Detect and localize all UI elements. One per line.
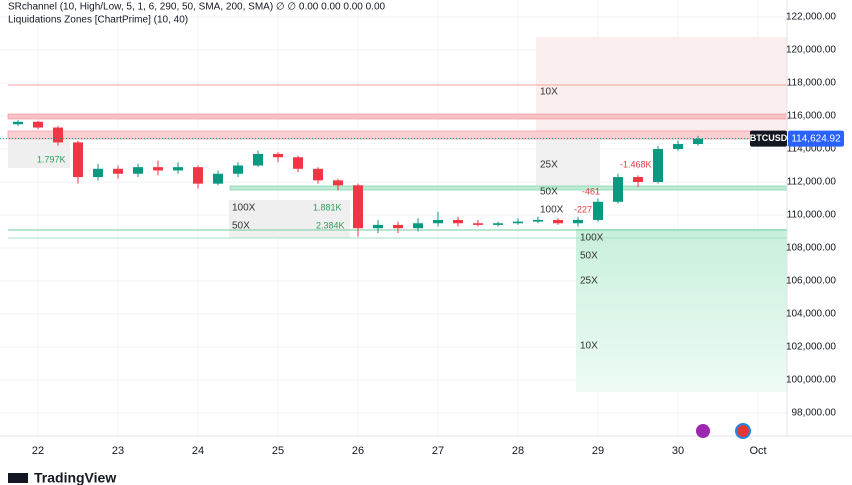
zone-band <box>7 130 788 140</box>
zone-value: -227 <box>574 204 592 214</box>
zone-band <box>229 185 788 191</box>
x-tick-label: 28 <box>512 445 524 457</box>
candle-body <box>113 168 123 174</box>
x-tick-label: 30 <box>672 445 684 457</box>
candle-body <box>93 168 103 178</box>
y-tick-label: 118,000.00 <box>787 78 837 89</box>
candle-body <box>433 219 443 224</box>
zone-value: -461 <box>582 186 600 196</box>
candle-body <box>293 157 303 169</box>
x-tick-label: Oct <box>749 445 766 457</box>
x-tick-label: 24 <box>192 445 204 457</box>
zone-value: -1.468K <box>620 159 652 169</box>
candle-body <box>53 127 63 143</box>
zone-box <box>229 200 350 238</box>
candle-body <box>693 138 703 145</box>
candle-body <box>613 177 623 202</box>
candle-body <box>253 153 263 166</box>
candle-body <box>493 223 503 225</box>
candle-body <box>193 167 203 184</box>
zone-box <box>8 140 70 168</box>
candle-body <box>353 185 363 229</box>
x-tick-label: 25 <box>272 445 284 457</box>
indicator-legend: Liquidations Zones [ChartPrime] (10, 40) <box>8 15 188 26</box>
candle-body <box>473 223 483 225</box>
indicator-legend: SRchannel (10, High/Low, 5, 1, 6, 290, 5… <box>8 2 386 13</box>
candle-body <box>393 224 403 229</box>
y-tick-label: 106,000.00 <box>786 276 836 287</box>
logo: TradingView <box>8 470 116 485</box>
candle-body <box>573 219 583 224</box>
price-box <box>788 130 844 147</box>
zone-value: 1.881K <box>313 202 342 212</box>
price-label: 114,624.92 <box>791 133 841 144</box>
candle-body <box>413 223 423 229</box>
x-tick-label: 22 <box>32 445 44 457</box>
zone-band <box>7 113 788 120</box>
x-tick-label: 26 <box>352 445 364 457</box>
y-tick-label: 100,000.00 <box>786 375 836 386</box>
y-tick-label: 102,000.00 <box>786 342 836 353</box>
y-tick-label: 114,000.00 <box>787 144 837 155</box>
candle-body <box>273 153 283 158</box>
x-tick-label: 29 <box>592 445 604 457</box>
zone-value: 1.797K <box>37 154 66 164</box>
candle-body <box>593 201 603 220</box>
zone-label: 10X <box>580 341 598 352</box>
candle-body <box>513 221 523 224</box>
x-tick-label: 23 <box>112 445 124 457</box>
candle-body <box>233 165 243 174</box>
y-tick-label: 104,000.00 <box>786 309 836 320</box>
event-icon <box>735 423 751 439</box>
candle-body <box>453 219 463 224</box>
zone-value: 2.384K <box>316 220 345 230</box>
zone-label: 25X <box>540 160 558 171</box>
y-tick-label: 108,000.00 <box>786 243 836 254</box>
candle-body <box>373 224 383 229</box>
zone-label: 50X <box>580 251 598 262</box>
zone-label: 100X <box>232 203 256 214</box>
zone-box <box>576 229 787 392</box>
zone-label: 25X <box>580 276 598 287</box>
candle-body <box>313 168 323 181</box>
y-tick-label: 98,000.00 <box>792 408 837 419</box>
candle-body <box>73 142 83 178</box>
y-tick-label: 110,000.00 <box>787 210 837 221</box>
zone-box <box>536 140 600 190</box>
candle-body <box>133 167 143 174</box>
candle-body <box>213 173 223 184</box>
x-tick-label: 27 <box>432 445 444 457</box>
y-tick-label: 122,000.00 <box>786 12 836 23</box>
zone-labels: 10X 25X 50X 100X 100X 50X 100X 50X 25X 10X 1.797K 1… <box>37 87 652 352</box>
zone-box <box>536 37 787 137</box>
candle-body <box>553 219 563 224</box>
y-tick-label: 112,000.00 <box>787 177 837 188</box>
candle-body <box>633 177 643 182</box>
candle-body <box>173 167 183 171</box>
zone-label: 50X <box>540 187 558 198</box>
candle-body <box>33 121 43 128</box>
logo-text: TradingView <box>34 470 116 485</box>
candle-body <box>533 219 543 222</box>
zone-label: 10X <box>540 87 558 98</box>
candle-body <box>333 180 343 186</box>
zone-label: 100X <box>540 205 564 216</box>
zone-label: 50X <box>232 221 250 232</box>
symbol-box <box>750 130 787 147</box>
candle-body <box>673 144 683 149</box>
zone-label: 100X <box>580 233 604 244</box>
symbol-label: BTCUSD <box>750 133 788 143</box>
y-tick-label: 120,000.00 <box>786 45 836 56</box>
event-icon <box>696 424 710 438</box>
candles <box>13 120 703 237</box>
candle-body <box>13 121 23 125</box>
y-tick-label: 116,000.00 <box>787 111 837 122</box>
candle-body <box>653 148 663 182</box>
candle-body <box>153 167 163 171</box>
